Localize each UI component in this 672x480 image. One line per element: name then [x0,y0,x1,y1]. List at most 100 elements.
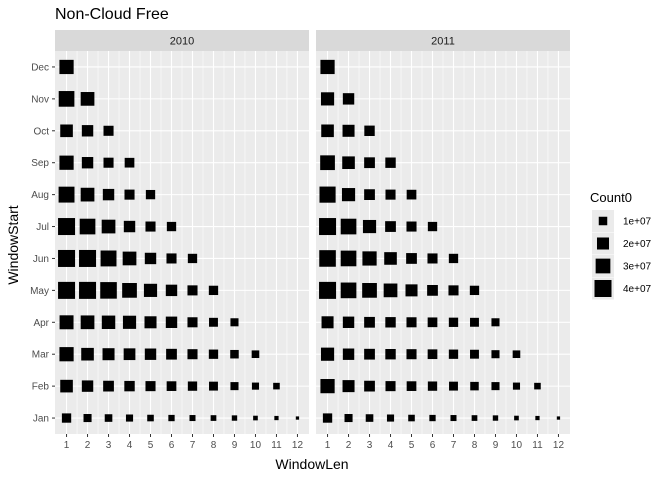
x-tick-label: 8 [211,440,217,451]
data-point [470,381,479,391]
data-point [491,382,500,391]
data-point [79,249,97,267]
data-point [427,285,438,296]
legend-label: 2e+07 [623,239,652,250]
data-point [469,285,480,296]
data-point [340,218,357,235]
data-point [470,317,479,327]
data-point [385,317,396,328]
data-point [427,317,438,328]
data-point [364,380,375,392]
data-point [362,251,377,266]
data-point [427,381,438,391]
y-tick-label: Jun [33,254,49,265]
data-point [81,347,94,361]
data-point [471,415,478,421]
data-point [187,349,198,360]
data-point [492,415,499,421]
data-point [102,188,115,201]
data-point [491,350,500,359]
data-point [59,155,74,170]
legend-items: 1e+07 2e+07 3e+07 4e+07 [592,210,652,300]
data-point [101,219,116,234]
data-point [100,282,117,299]
data-point [58,218,76,236]
data-point [295,416,300,420]
data-point [406,381,417,391]
data-point [365,414,374,422]
data-point [273,382,280,390]
data-point [427,221,438,232]
x-axis-title: WindowLen [275,456,348,472]
legend-key-marker [595,258,611,274]
x-tick-label: 3 [106,440,112,451]
data-point [253,415,258,421]
gridlines [316,51,570,434]
data-point [535,415,540,421]
data-point [448,349,459,359]
data-point [124,380,135,392]
data-point [104,414,113,422]
data-point [320,92,335,106]
data-point [165,284,178,297]
data-point [209,381,218,391]
x-tick-label: 4 [127,440,133,451]
data-point [342,124,355,137]
data-point [125,414,134,422]
data-point [448,253,459,264]
data-point [342,380,355,393]
data-point [58,91,75,107]
data-point [102,348,115,361]
data-point [319,186,336,203]
data-point [385,349,396,360]
data-point [449,381,458,391]
data-point [408,414,415,422]
data-point [320,155,335,171]
data-point [210,415,217,421]
data-point [470,349,479,359]
data-point [274,415,279,421]
data-point [364,348,375,360]
y-tick-label: Feb [32,382,50,393]
data-point [81,157,94,169]
x-tick-label: 2 [346,440,352,451]
data-point [143,283,158,297]
data-point [364,125,375,136]
data-point [58,186,75,203]
x-axis-ticks: 1 2 3 4 5 6 7 8 9 10 11 12 [325,434,564,451]
data-point [319,250,336,267]
data-point [383,283,398,298]
data-point [144,348,157,360]
data-point [251,382,260,390]
data-point [319,281,337,299]
x-tick-label: 4 [388,440,394,451]
data-point [340,250,357,267]
y-axis-ticks: Jan Feb Mar Apr May Jun Jul Aug Sep Oct Nov Dec [30,62,55,425]
data-point [427,253,438,264]
legend-title: Count0 [590,190,632,205]
x-tick-label: 9 [232,440,238,451]
data-point [189,415,196,422]
data-point [60,379,73,393]
data-point [364,189,375,200]
legend-label: 4e+07 [623,284,652,295]
data-point [79,281,97,299]
data-point [405,284,418,297]
y-tick-label: Jul [36,222,49,233]
facet-strip [316,30,570,51]
y-axis-title: WindowStart [5,205,21,284]
legend-key-marker [596,237,610,250]
legend-label: 3e+07 [623,262,652,273]
x-tick-label: 3 [367,440,373,451]
data-point [123,220,136,233]
data-point [166,221,177,232]
data-point [385,157,396,168]
data-point [319,218,337,236]
facet-strip [55,30,309,51]
facet-strip-label: 2010 [170,36,194,48]
data-point [448,317,459,327]
legend-key-marker [598,216,608,226]
data-point [406,349,417,360]
